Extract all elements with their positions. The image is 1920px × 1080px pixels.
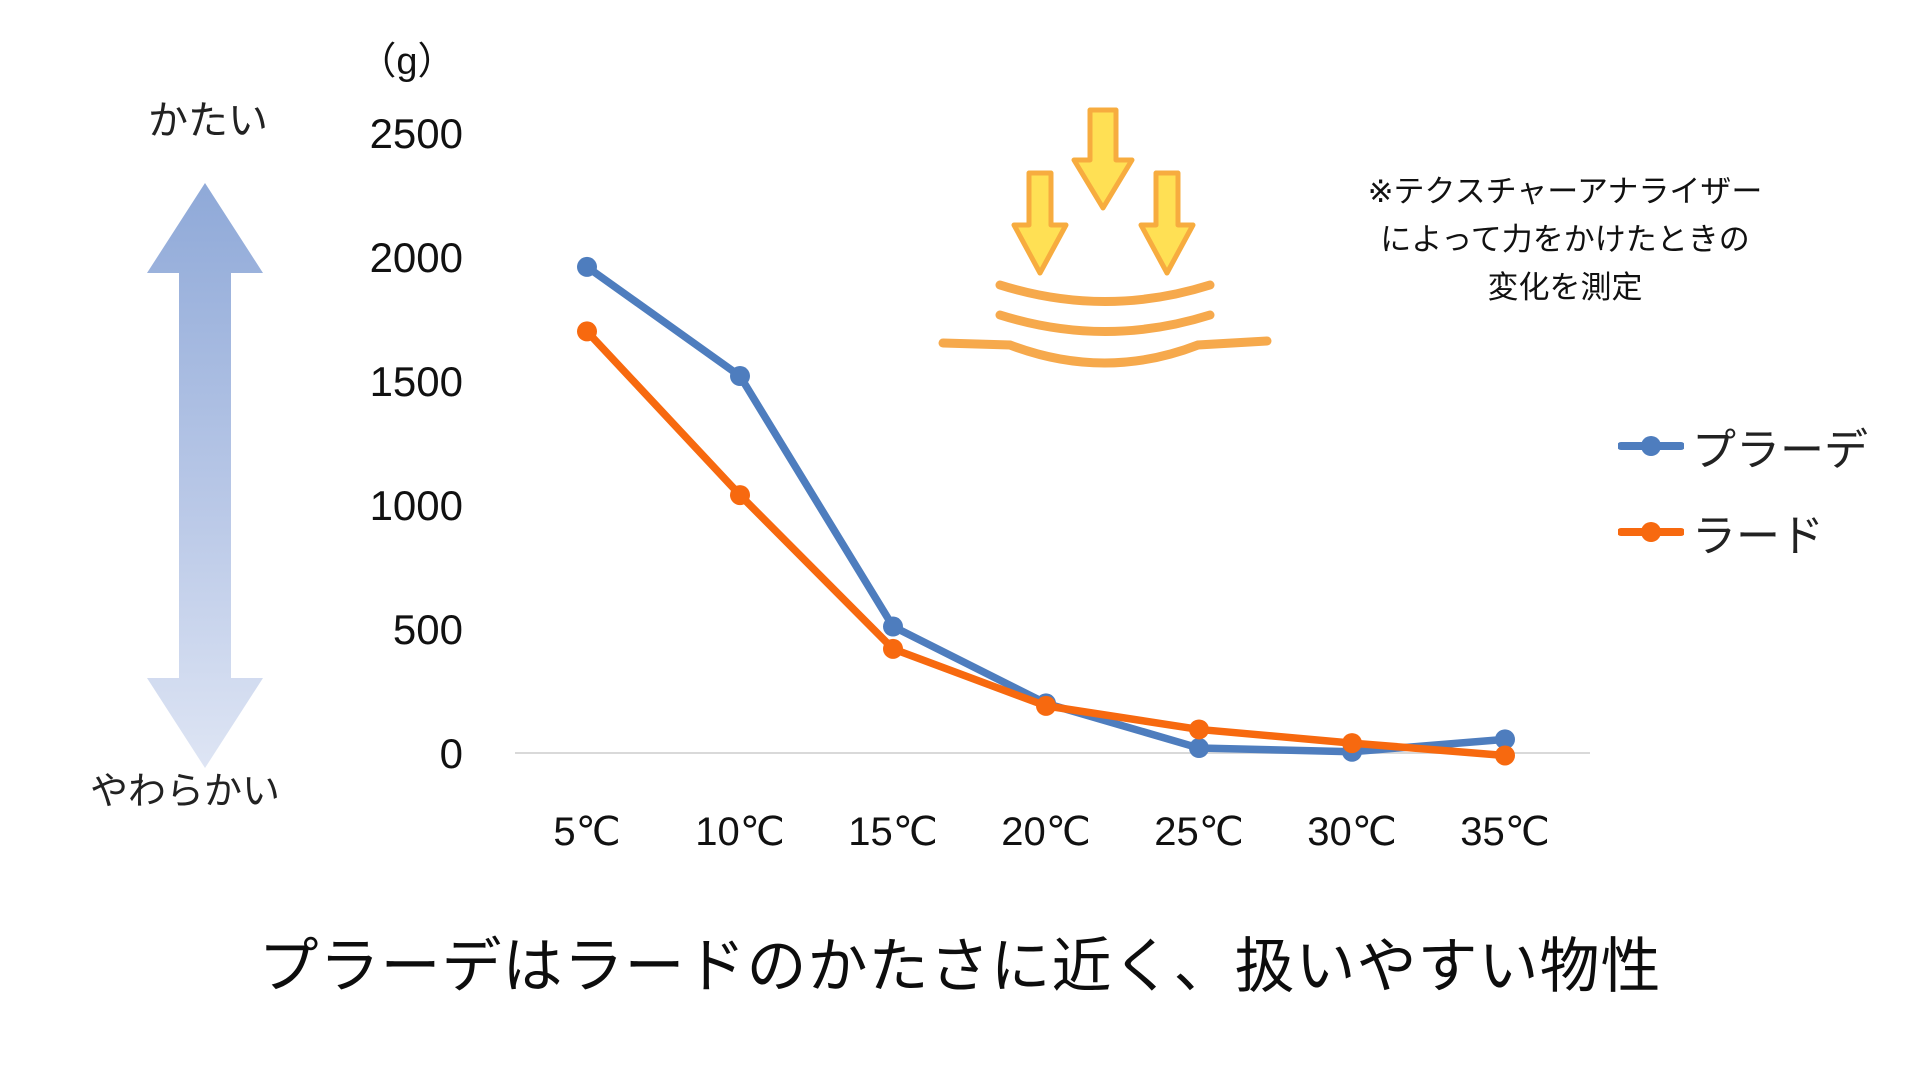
measurement-note: ※テクスチャーアナライザー によって力をかけたときの 変化を測定: [1325, 168, 1805, 312]
legend-marker-icon: [1618, 522, 1684, 542]
y-tick-label: 1000: [370, 482, 463, 529]
data-point-ラード: [883, 638, 903, 659]
data-point-ラード: [1495, 745, 1515, 766]
data-point-プラーデ: [883, 616, 903, 637]
legend-item: プラーデ: [1618, 420, 1868, 475]
line-chart: 2500 2000 1500 1000 500 0 5℃ 10℃ 15℃ 20℃ 25℃ 30℃ 35℃: [370, 110, 1590, 850]
x-tick-label: 20℃: [1001, 810, 1090, 850]
hardness-arrow-icon: [147, 183, 263, 768]
x-tick-label: 10℃: [695, 810, 784, 850]
y-tick-label: 500: [393, 606, 463, 653]
hardness-top-label: かたい: [148, 99, 268, 143]
data-point-ラード: [1189, 719, 1209, 740]
data-point-ラード: [730, 485, 750, 506]
legend-item: ラード: [1618, 506, 1868, 561]
y-axis-unit-label: （g）: [358, 41, 456, 83]
y-tick-label: 0: [440, 730, 463, 777]
data-point-ラード: [577, 321, 597, 342]
x-tick-label: 35℃: [1460, 810, 1549, 850]
legend-marker-icon: [1618, 436, 1684, 456]
x-tick-label: 25℃: [1154, 810, 1243, 850]
note-line: によって力をかけたときの: [1380, 222, 1750, 257]
texture-analyzer-press-icon: [938, 107, 1272, 368]
data-point-プラーデ: [577, 256, 597, 277]
pressed-surface-lines: [938, 280, 1272, 368]
note-line: ※テクスチャーアナライザー: [1367, 174, 1763, 209]
x-tick-label: 15℃: [848, 810, 937, 850]
chart-caption: プラーデはラードのかたさに近く、扱いやすい物性: [258, 933, 1662, 1000]
data-point-プラーデ: [730, 366, 750, 387]
note-line: 変化を測定: [1487, 270, 1643, 305]
data-point-プラーデ: [1495, 729, 1515, 750]
legend-item-label: プラーデ: [1692, 426, 1868, 475]
data-point-ラード: [1342, 733, 1362, 754]
x-tick-label: 5℃: [553, 810, 620, 850]
hardness-bottom-label: やわらかい: [89, 771, 280, 813]
y-tick-label: 2500: [370, 110, 463, 157]
arrow-down-icon: [1071, 107, 1135, 211]
chart-legend: プラーデ ラード: [1618, 420, 1868, 592]
arrow-down-icon: [1011, 170, 1069, 276]
y-tick-label: 2000: [370, 234, 463, 281]
data-point-ラード: [1036, 695, 1056, 716]
data-point-プラーデ: [1189, 738, 1209, 759]
y-tick-label: 1500: [370, 358, 463, 405]
x-tick-label: 30℃: [1307, 810, 1396, 850]
legend-item-label: ラード: [1692, 512, 1824, 561]
series-line-ラード: [583, 327, 1509, 760]
arrow-down-icon: [1138, 170, 1196, 276]
